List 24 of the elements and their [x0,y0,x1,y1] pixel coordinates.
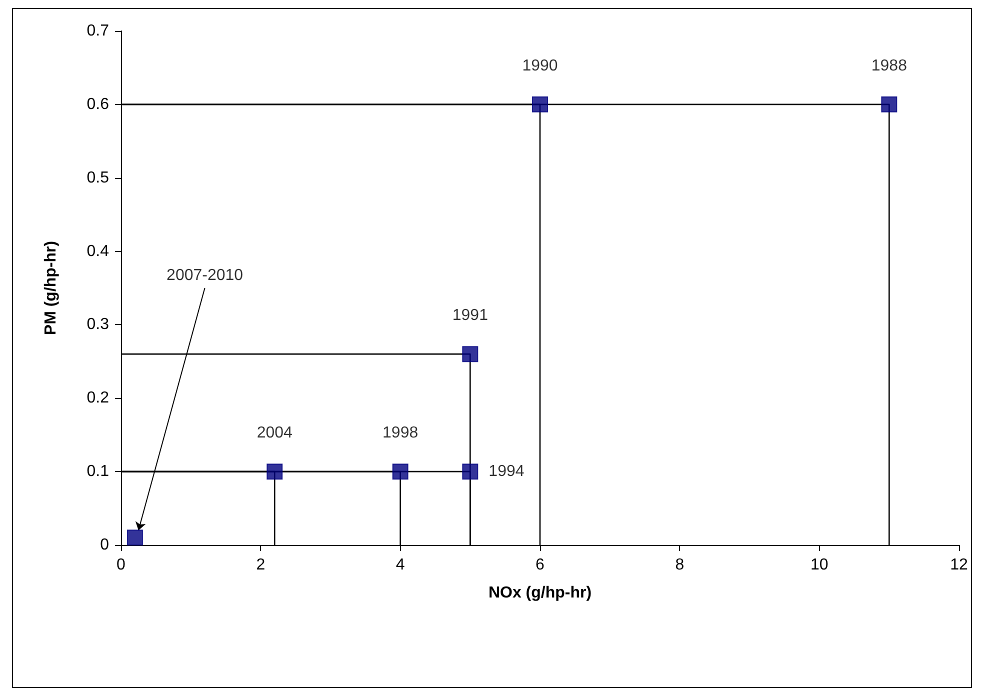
annotation: 1990 [522,57,558,74]
y-tick-label: 0.2 [86,390,110,407]
annotation: 2007-2010 [166,267,244,284]
x-axis-title: NOx (g/hp-hr) [488,584,592,602]
y-tick-label: 0 [100,536,110,554]
y-axis-title: PM (g/hp-hr) [42,240,60,336]
y-tick-label: 0.1 [86,463,110,480]
y-tick-label: 0.3 [86,316,110,334]
x-tick-label: 10 [810,556,828,574]
y-tick-label: 0.4 [86,242,110,260]
y-tick-label: 0.7 [86,22,110,40]
annotation: 2004 [256,424,293,442]
x-tick-label: 6 [536,556,545,574]
annotation: 1994 [488,463,524,480]
annotation: 1988 [871,57,908,74]
x-tick-label: 4 [396,556,405,574]
x-tick-label: 12 [950,556,968,574]
x-tick-label: 2 [256,556,266,574]
annotation: 1991 [452,307,488,324]
x-tick-label: 0 [116,556,126,574]
y-tick-label: 0.5 [86,169,110,186]
x-tick-label: 8 [675,556,684,574]
annotation: 1998 [382,424,418,442]
y-tick-label: 0.6 [86,96,110,113]
